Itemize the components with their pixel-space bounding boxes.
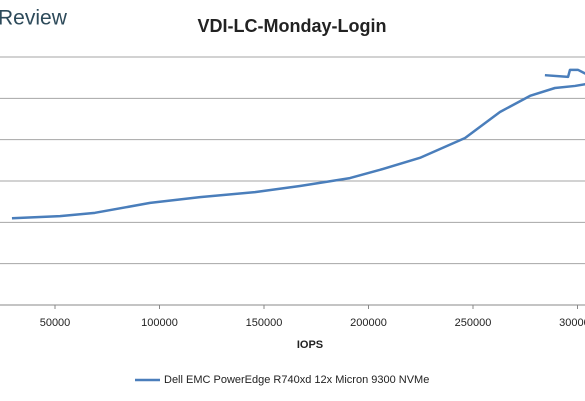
x-tick-label: 250000 xyxy=(455,317,492,329)
x-tick-label: 300000 xyxy=(559,317,585,329)
legend-label: Dell EMC PowerEdge R740xd 12x Micron 930… xyxy=(164,374,429,386)
x-axis-label: IOPS xyxy=(297,339,323,351)
x-tick-label: 200000 xyxy=(350,317,387,329)
x-tick-label: 100000 xyxy=(141,317,178,329)
x-tick-label: 150000 xyxy=(246,317,283,329)
chart-title: VDI-LC-Monday-Login xyxy=(198,16,387,36)
series-line xyxy=(11,68,585,220)
brand-logo: Review xyxy=(0,7,68,30)
x-tick-label: 50000 xyxy=(40,317,71,329)
